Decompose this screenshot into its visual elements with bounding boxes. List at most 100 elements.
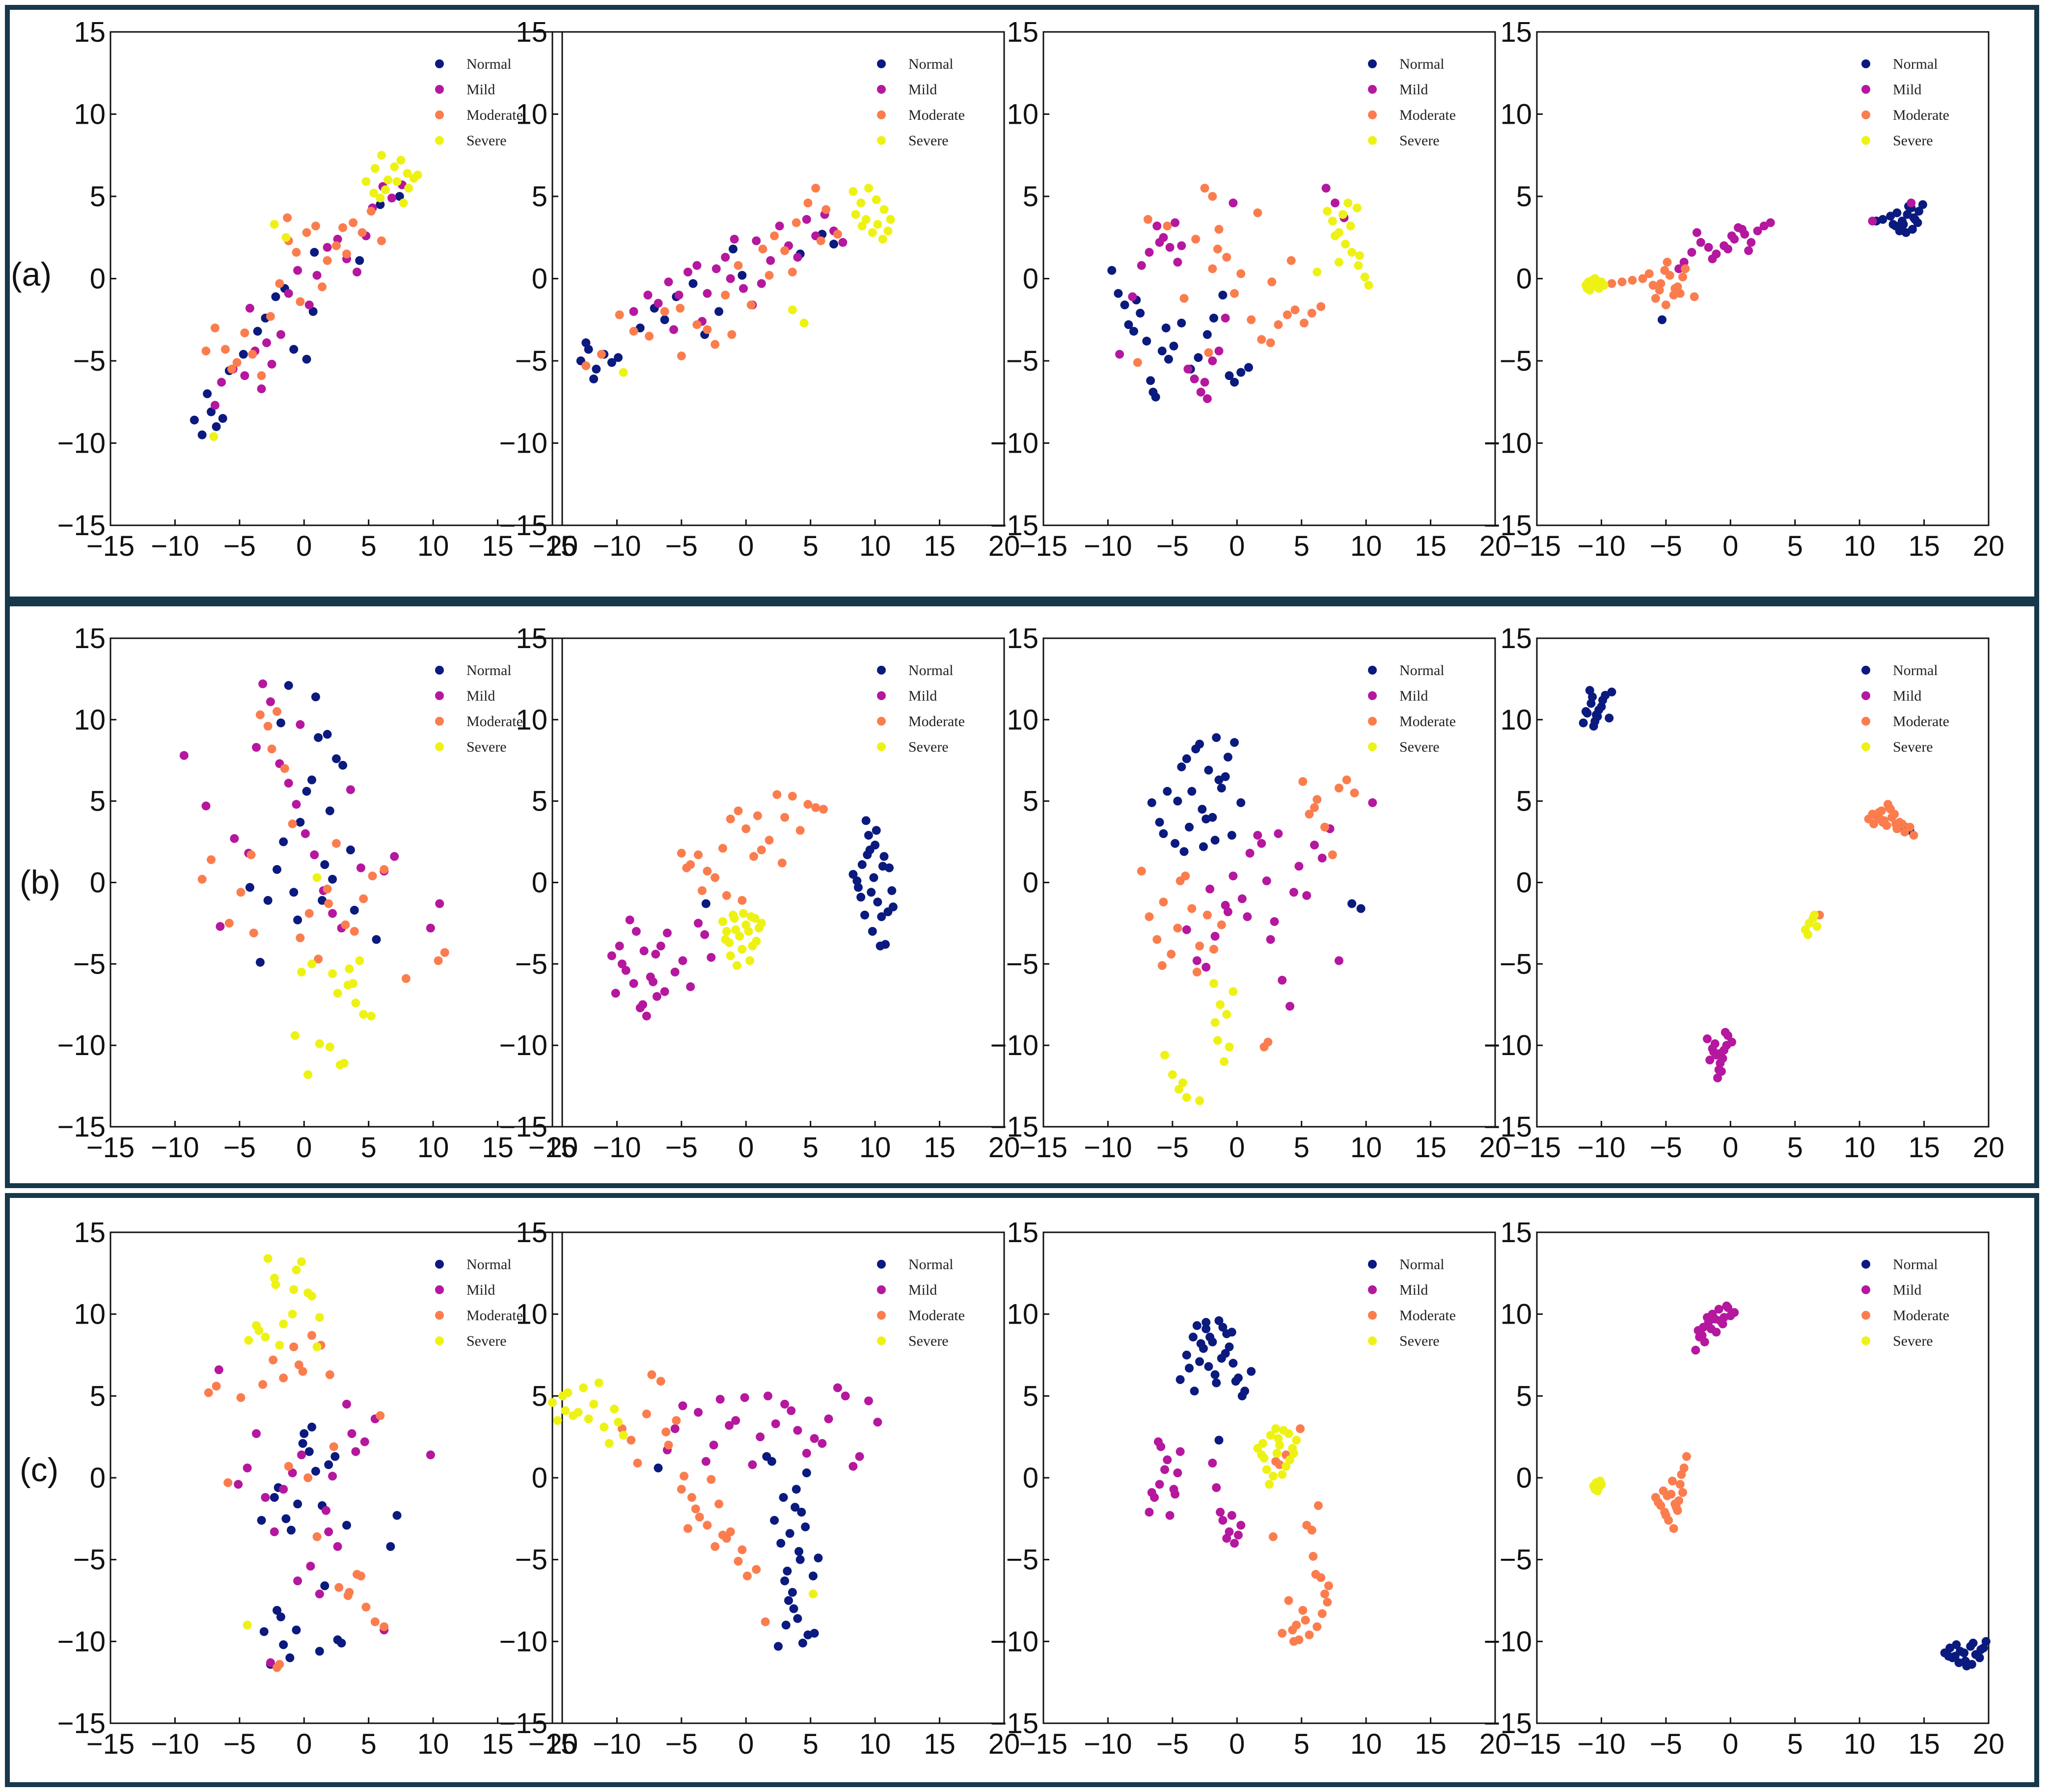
data-point-mild — [810, 1434, 819, 1443]
data-point-mild — [1214, 346, 1224, 355]
y-tick-label: −15 — [990, 1708, 1038, 1739]
data-point-normal — [869, 873, 878, 882]
data-point-severe — [303, 1070, 313, 1079]
data-point-mild — [1717, 1067, 1726, 1076]
legend-marker-normal — [877, 666, 886, 675]
data-point-severe — [271, 1280, 280, 1289]
data-point-mild — [252, 743, 261, 752]
x-tick-label: −10 — [1084, 1728, 1132, 1760]
data-point-normal — [852, 876, 862, 886]
y-tick-label: −10 — [57, 1030, 106, 1061]
y-tick-label: −5 — [1006, 1544, 1038, 1576]
data-point-normal — [324, 1460, 333, 1469]
x-tick-label: 0 — [296, 1132, 312, 1164]
data-point-mild — [321, 1506, 330, 1515]
data-point-severe — [594, 1378, 603, 1387]
data-point-mild — [748, 1460, 757, 1469]
data-point-normal — [293, 1499, 302, 1509]
data-point-mild — [1747, 238, 1756, 247]
data-point-moderate — [765, 836, 774, 845]
data-point-moderate — [1274, 320, 1283, 329]
legend-marker-moderate — [1368, 717, 1377, 726]
data-point-mild — [266, 1658, 275, 1667]
data-point-normal — [1657, 315, 1667, 325]
data-point-mild — [297, 1450, 306, 1460]
data-point-mild — [1236, 1520, 1246, 1530]
data-point-mild — [267, 359, 276, 369]
data-point-moderate — [1323, 1598, 1332, 1607]
x-tick-label: 10 — [859, 1728, 891, 1760]
data-point-normal — [255, 958, 265, 967]
data-point-moderate — [780, 246, 790, 255]
scatter-panel-c-4: −15 −10 −5 0 5 10 15 20 15 10 5 0 −5 −10 −15 Normal Mild… — [1484, 1222, 2005, 1760]
data-point-normal — [1169, 341, 1178, 351]
data-point-normal — [791, 1503, 800, 1512]
data-point-severe — [303, 1288, 313, 1298]
legend-label-normal: Normal — [1399, 1256, 1445, 1273]
x-tick-label: −15 — [1513, 530, 1561, 562]
data-point-moderate — [292, 247, 301, 257]
data-point-mild — [258, 679, 268, 688]
series-moderate — [1268, 1424, 1333, 1646]
data-point-moderate — [1648, 280, 1658, 290]
legend-marker-mild — [435, 85, 444, 94]
data-point-mild — [342, 1400, 352, 1409]
data-point-severe — [1195, 1096, 1204, 1105]
y-tick-label: −15 — [499, 510, 547, 542]
data-point-normal — [783, 1567, 792, 1575]
legend-marker-moderate — [1861, 1311, 1870, 1320]
legend-marker-mild — [1368, 85, 1377, 94]
data-point-moderate — [803, 800, 813, 809]
data-point-severe — [1213, 1036, 1222, 1045]
data-point-normal — [1129, 326, 1138, 336]
data-point-normal — [688, 279, 698, 288]
data-point-mild — [631, 927, 641, 936]
data-point-normal — [794, 1547, 804, 1556]
data-point-mild — [615, 941, 624, 950]
x-tick-label: 5 — [1787, 530, 1803, 562]
data-point-moderate — [780, 813, 790, 822]
data-point-normal — [1214, 1436, 1224, 1445]
data-point-moderate — [795, 826, 805, 835]
legend-label-mild: Mild — [1893, 688, 1921, 704]
data-point-moderate — [1670, 1499, 1680, 1509]
data-point-moderate — [1179, 294, 1189, 303]
data-point-moderate — [1909, 831, 1918, 840]
series-mild — [662, 1383, 882, 1471]
data-point-severe — [589, 1400, 599, 1409]
y-tick-label: −10 — [990, 428, 1038, 460]
data-point-moderate — [1268, 1532, 1278, 1541]
data-point-moderate — [312, 1532, 322, 1541]
x-tick-label: 15 — [1908, 1728, 1940, 1760]
y-tick-label: 5 — [1516, 181, 1532, 213]
y-tick-label: 0 — [1516, 263, 1532, 295]
data-point-normal — [1146, 376, 1155, 385]
data-point-normal — [279, 837, 288, 846]
data-point-mild — [802, 215, 811, 224]
data-point-normal — [1142, 336, 1151, 346]
data-point-severe — [1360, 272, 1369, 282]
data-point-normal — [197, 430, 207, 439]
data-point-moderate — [1152, 935, 1162, 944]
legend-label-severe: Severe — [1893, 739, 1933, 755]
data-point-moderate — [1133, 358, 1142, 367]
y-tick-label: 15 — [1500, 22, 1532, 48]
data-point-moderate — [1681, 264, 1690, 273]
data-point-mild — [1223, 907, 1232, 917]
data-point-normal — [793, 1614, 802, 1623]
data-point-moderate — [1305, 810, 1314, 819]
legend-marker-severe — [877, 1336, 886, 1345]
data-point-moderate — [1677, 1470, 1686, 1479]
data-point-severe — [718, 917, 727, 926]
data-point-mild — [625, 915, 634, 924]
data-point-moderate — [359, 894, 368, 903]
legend-marker-normal — [435, 666, 444, 675]
data-point-mild — [1216, 1508, 1225, 1517]
y-tick-label: 15 — [516, 628, 547, 654]
data-point-moderate — [324, 899, 333, 908]
data-point-moderate — [304, 909, 314, 918]
data-point-mild — [333, 1542, 342, 1551]
data-point-normal — [614, 353, 623, 362]
data-point-moderate — [746, 300, 756, 310]
x-tick-label: 20 — [1479, 1728, 1511, 1760]
